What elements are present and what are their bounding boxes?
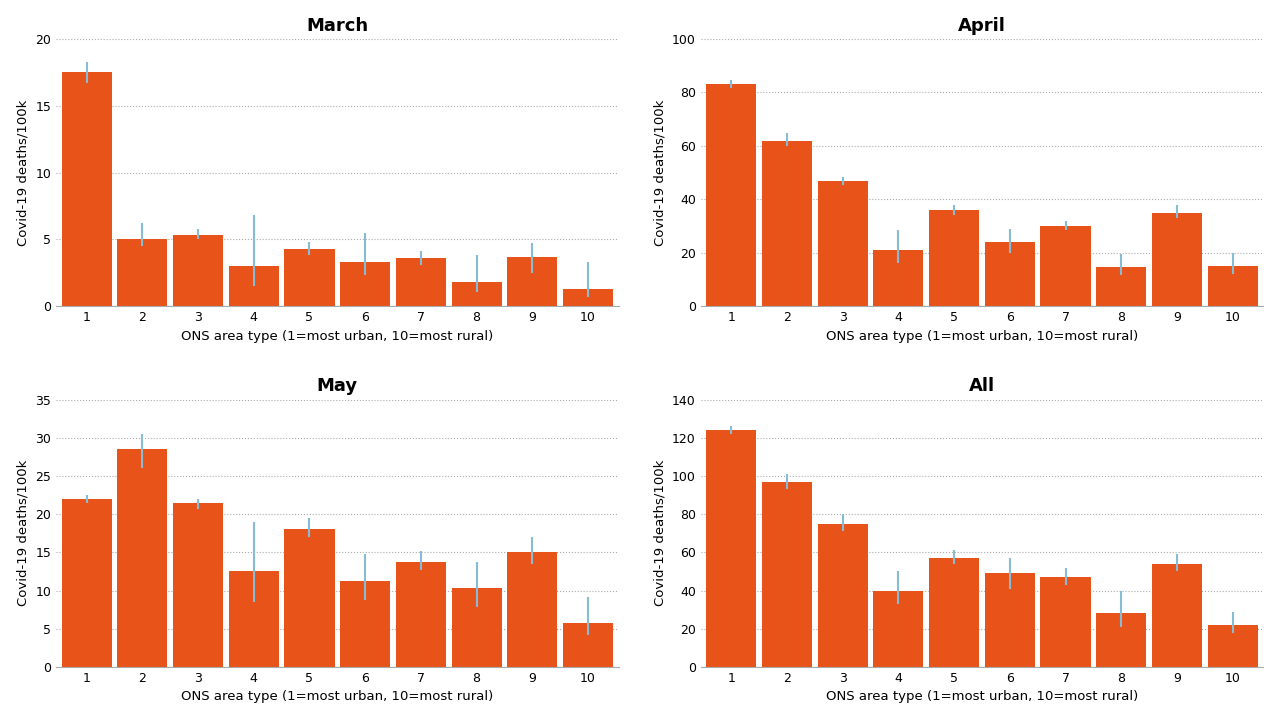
Bar <box>929 558 979 667</box>
Bar <box>61 499 111 667</box>
Bar <box>1096 267 1147 306</box>
Bar <box>61 73 111 306</box>
Bar <box>762 140 812 306</box>
Bar <box>1096 613 1147 667</box>
X-axis label: ONS area type (1=most urban, 10=most rural): ONS area type (1=most urban, 10=most rur… <box>826 330 1138 343</box>
Y-axis label: Covid-19 deaths/100k: Covid-19 deaths/100k <box>653 460 667 606</box>
Bar <box>563 624 613 667</box>
Bar <box>452 588 502 667</box>
Bar <box>1041 226 1091 306</box>
Bar <box>1152 564 1202 667</box>
Bar <box>452 282 502 306</box>
Bar <box>229 572 279 667</box>
Bar <box>1207 266 1258 306</box>
Bar <box>507 257 557 306</box>
Bar <box>563 289 613 306</box>
Bar <box>118 449 168 667</box>
Bar <box>284 529 334 667</box>
Bar <box>284 249 334 306</box>
Bar <box>984 573 1036 667</box>
Bar <box>873 250 923 306</box>
Bar <box>707 431 756 667</box>
Title: March: March <box>306 17 369 35</box>
Bar <box>118 240 168 306</box>
Bar <box>507 552 557 667</box>
Title: April: April <box>957 17 1006 35</box>
X-axis label: ONS area type (1=most urban, 10=most rural): ONS area type (1=most urban, 10=most rur… <box>182 690 493 703</box>
Bar <box>340 580 390 667</box>
Bar <box>707 84 756 306</box>
Bar <box>1041 577 1091 667</box>
Bar <box>762 482 812 667</box>
Bar <box>873 590 923 667</box>
Bar <box>229 266 279 306</box>
Title: All: All <box>969 377 995 395</box>
Bar <box>818 181 868 306</box>
Bar <box>929 210 979 306</box>
X-axis label: ONS area type (1=most urban, 10=most rural): ONS area type (1=most urban, 10=most rur… <box>826 690 1138 703</box>
Bar <box>1152 212 1202 306</box>
X-axis label: ONS area type (1=most urban, 10=most rural): ONS area type (1=most urban, 10=most rur… <box>182 330 493 343</box>
Bar <box>173 235 223 306</box>
Bar <box>396 562 445 667</box>
Y-axis label: Covid-19 deaths/100k: Covid-19 deaths/100k <box>17 99 29 246</box>
Y-axis label: Covid-19 deaths/100k: Covid-19 deaths/100k <box>17 460 29 606</box>
Bar <box>1207 625 1258 667</box>
Bar <box>396 258 445 306</box>
Bar <box>818 523 868 667</box>
Bar <box>173 503 223 667</box>
Bar <box>340 262 390 306</box>
Title: May: May <box>316 377 358 395</box>
Bar <box>984 242 1036 306</box>
Y-axis label: Covid-19 deaths/100k: Covid-19 deaths/100k <box>653 99 667 246</box>
